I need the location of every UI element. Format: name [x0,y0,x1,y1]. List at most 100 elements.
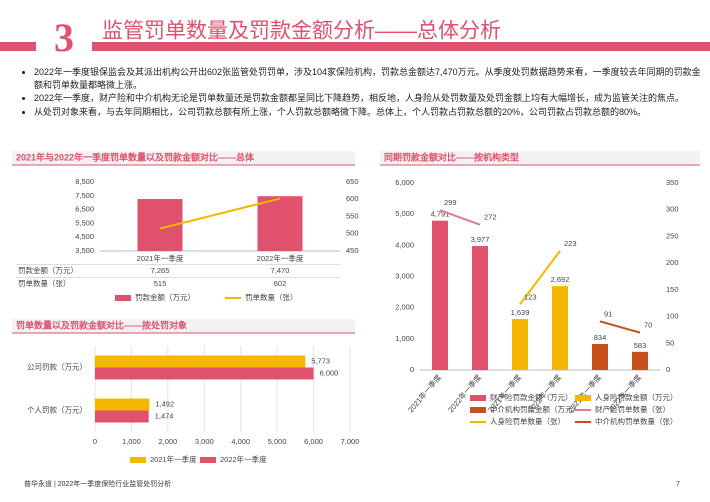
data-label: 5,773 [311,356,330,365]
y2-tick-label: 500 [346,229,359,238]
y-tick-label: 3,500 [75,246,94,255]
line [519,250,561,305]
x-tick-label: 3,000 [195,437,214,446]
data-label: 6,000 [320,368,339,377]
legend-swatch [200,457,216,463]
legend-label: 人身险罚款金额（万元） [595,392,678,402]
bullet: 2022年一季度，财产险和中介机构无论是罚单数量还是罚款金额都呈同比下降趋势，相… [34,92,706,105]
legend-label: 2022年一季度 [220,454,267,464]
bar [257,196,303,251]
data-label: 299 [444,198,457,207]
data-label: 272 [484,213,497,222]
bar [432,220,448,370]
line [439,209,481,226]
bar [512,318,528,370]
title-bar [12,151,355,165]
data-label: 1,492 [155,399,174,408]
line [599,320,641,334]
y-tick-label: 1,000 [395,334,414,343]
y2-tick-label: 200 [666,258,679,267]
table-cell: 7,265 [151,266,170,275]
y-tick-label: 6,000 [395,178,414,187]
bar [472,246,488,370]
y-tick-label: 2,000 [395,303,414,312]
legend-label: 中介机构罚单数量（张） [595,416,678,426]
data-label: 1,639 [511,308,530,317]
chart-title: 罚单数量以及罚款金额对比——按处罚对象 [16,319,187,330]
number-box [36,14,92,64]
table-cell: 515 [154,279,167,288]
table-row-label: 罚款金额（万元） [18,265,78,275]
legend-swatch [470,407,486,413]
bullet: 2022年一季度银保监会及其派出机构公开出602张监管处罚罚单，涉及104家保险… [34,66,706,91]
y2-tick-label: 150 [666,285,679,294]
page-number: 7 [676,481,680,488]
legend-label: 财产险罚单数量（张） [595,404,670,414]
legend-label: 财产险罚款金额（万元） [490,392,573,402]
y2-tick-label: 100 [666,312,679,321]
data-label: 3,977 [471,235,490,244]
chart-title: 2021年与2022年一季度罚单数量以及罚款金额对比——总体 [16,151,255,162]
y2-tick-label: 650 [346,177,359,186]
y-tick-label: 7,500 [75,191,94,200]
bar [95,367,314,380]
bullets: 2022年一季度银保监会及其派出机构公开出602张监管处罚罚单，涉及104家保险… [22,66,706,119]
legend-swatch [575,395,591,401]
legend-swatch [115,295,131,301]
bullet: 从处罚对象来看，与去年同期相比，公司罚款总额有所上涨，个人罚款总额略微下降。总体… [34,106,706,119]
section-number: 3 [54,15,74,60]
data-label: 4,791 [431,210,450,219]
bar [632,351,648,370]
legend-swatch [130,457,146,463]
legend-label: 中介机构罚款金额（万元） [490,404,580,414]
y-tick-label: 5,500 [75,218,94,227]
legend-label: 罚款金额（万元） [135,292,195,302]
bar [552,286,568,370]
x-tick-label: 5,000 [268,437,287,446]
x-tick-label: 6,000 [304,437,323,446]
y2-tick-label: 450 [346,246,359,255]
y-tick-label: 公司罚款（万元） [27,361,87,371]
y2-tick-label: 300 [666,205,679,214]
data-label: 834 [594,333,607,342]
footer-text: 普华永道 | 2022年一季度保险行业监管处罚分析 [24,479,171,488]
data-label: 223 [564,239,577,248]
data-label: 70 [644,321,652,330]
y-tick-label: 3,000 [395,271,414,280]
line [159,197,281,230]
legend-label: 罚单数量（张） [245,292,298,302]
y2-tick-label: 50 [666,338,674,347]
y2-tick-label: 550 [346,211,359,220]
y2-tick-label: 0 [666,365,670,374]
title-bar [12,319,355,333]
data-label: 123 [524,292,537,301]
x-tick-label: 2021年一季度 [405,372,443,415]
page-title: 监管罚单数量及罚款金额分析——总体分析 [102,20,501,43]
y-tick-label: 4,000 [395,240,414,249]
table-cell: 602 [274,279,287,288]
x-tick-label: 7,000 [341,437,360,446]
data-label: 2,692 [551,275,570,284]
chart-title: 同期罚款金额对比——按机构类型 [384,151,519,162]
y-tick-label: 0 [410,365,414,374]
bar [95,355,306,368]
data-label: 583 [634,341,647,350]
y-tick-label: 6,500 [75,205,94,214]
y-tick-label: 5,000 [395,209,414,218]
x-tick-label: 1,000 [122,437,141,446]
y-tick-label: 个人罚款（万元） [27,404,87,414]
y2-tick-label: 250 [666,231,679,240]
title-bar [380,151,700,165]
table-cell: 7,470 [271,266,290,275]
legend-swatch [470,395,486,401]
x-tick-label: 2021年一季度 [137,253,184,263]
x-tick-label: 0 [93,437,97,446]
table-row-label: 罚单数量（张） [18,278,71,288]
y-tick-label: 4,500 [75,232,94,241]
x-tick-label: 2022年一季度 [257,253,304,263]
bar [95,410,149,423]
data-label: 1,474 [155,411,174,420]
y2-tick-label: 600 [346,194,359,203]
